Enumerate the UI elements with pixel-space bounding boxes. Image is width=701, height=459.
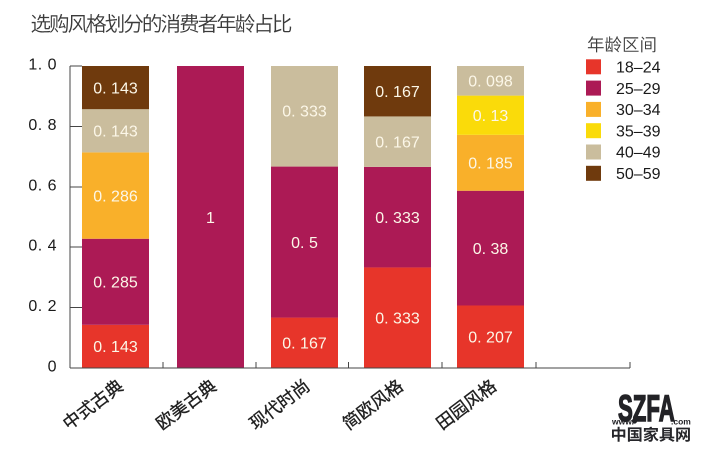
svg-text:0. 13: 0. 13 [473, 108, 509, 125]
svg-text:0. 143: 0. 143 [93, 80, 138, 97]
svg-text:0. 333: 0. 333 [282, 104, 327, 121]
svg-text:0. 185: 0. 185 [468, 156, 513, 173]
svg-text:1. 0: 1. 0 [28, 57, 57, 74]
svg-text:0. 143: 0. 143 [93, 124, 138, 141]
svg-text:30–34: 30–34 [616, 102, 661, 119]
svg-text:0. 5: 0. 5 [291, 235, 318, 252]
svg-text:1: 1 [206, 210, 215, 227]
svg-text:0. 207: 0. 207 [468, 330, 513, 347]
svg-text:0. 167: 0. 167 [375, 135, 420, 152]
svg-text:18–24: 18–24 [616, 60, 661, 77]
svg-text:0. 143: 0. 143 [93, 339, 138, 356]
svg-text:0: 0 [48, 359, 57, 376]
svg-text:0. 333: 0. 333 [375, 311, 420, 328]
svg-text:www.: www. [611, 416, 634, 426]
svg-text:50–59: 50–59 [616, 166, 661, 183]
svg-text:0. 2: 0. 2 [28, 298, 57, 315]
svg-text:0. 6: 0. 6 [28, 177, 57, 194]
svg-text:0. 333: 0. 333 [375, 210, 420, 227]
svg-text:25–29: 25–29 [616, 81, 661, 98]
svg-text:0. 8: 0. 8 [28, 117, 57, 134]
svg-text:SZFA: SZFA [618, 388, 675, 429]
svg-text:0. 167: 0. 167 [375, 84, 420, 101]
svg-text:35–39: 35–39 [616, 123, 661, 140]
svg-text:0. 285: 0. 285 [93, 275, 138, 292]
svg-text:.com: .com [671, 416, 691, 426]
svg-text:0. 098: 0. 098 [468, 74, 513, 91]
svg-text:0. 167: 0. 167 [282, 336, 327, 353]
svg-text:0. 4: 0. 4 [28, 238, 57, 255]
svg-text:0. 286: 0. 286 [93, 188, 138, 205]
svg-text:0. 38: 0. 38 [473, 241, 509, 258]
svg-text:40–49: 40–49 [616, 145, 661, 162]
